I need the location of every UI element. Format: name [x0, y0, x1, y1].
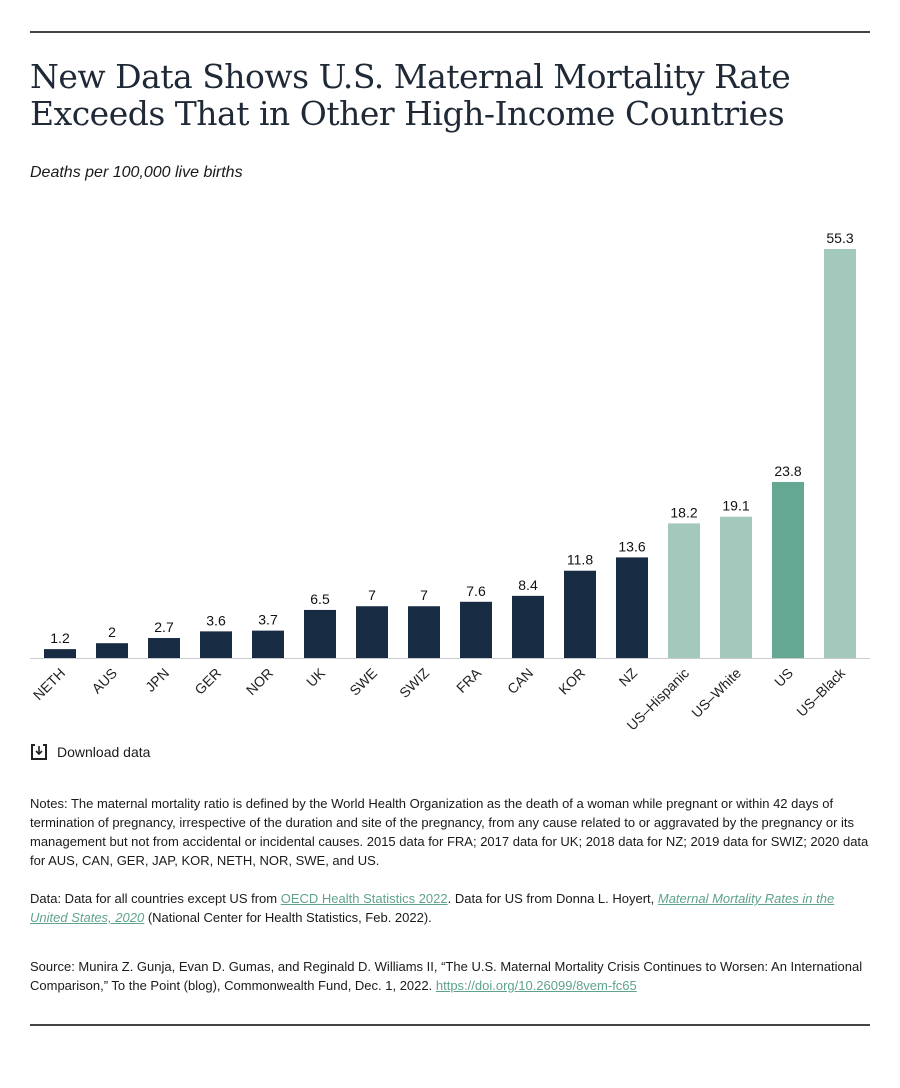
bar-chart: 1.2 NETH 2 AUS 2.7 JPN 3.6 GER 3.7 NOR 6.5 UK 7 SWE 7 S… — [30, 230, 870, 730]
x-tick-label: GER — [191, 665, 224, 698]
x-tick-label: US — [771, 665, 796, 690]
data-label: 19.1 — [722, 498, 749, 514]
download-label: Download data — [57, 744, 151, 760]
bar-SWIZ — [408, 606, 440, 658]
data-label: 8.4 — [518, 577, 538, 593]
bar-NOR — [252, 630, 284, 658]
data-label: 7.6 — [466, 583, 486, 599]
bar-UK — [304, 609, 336, 658]
bar-GER — [200, 631, 232, 658]
hoyert-link[interactable]: Maternal Mortality Rates in the United S… — [30, 891, 835, 925]
data-label: 2.7 — [154, 619, 174, 635]
oecd-link[interactable]: OECD Health Statistics 2022 — [280, 891, 448, 906]
bar-FRA — [460, 601, 492, 658]
bottom-rule — [30, 1024, 870, 1026]
x-tick-label: CAN — [504, 665, 536, 697]
data-label: 7 — [368, 587, 376, 603]
x-tick-label: SWE — [346, 665, 380, 699]
data-mid: . Data for US from Donna L. Hoyert, — [447, 891, 658, 906]
bar-JPN — [148, 638, 180, 658]
x-tick-label: NZ — [616, 664, 641, 689]
x-tick-label: JPN — [142, 665, 172, 695]
data-label: 3.6 — [206, 612, 226, 628]
chart-title: New Data Shows U.S. Maternal Mortality R… — [30, 57, 791, 133]
source-note: Source: Munira Z. Gunja, Evan D. Gumas, … — [30, 957, 875, 995]
bar-US–Hispanic — [668, 523, 700, 658]
data-label: 7 — [420, 587, 428, 603]
x-tick-label: SWIZ — [396, 664, 432, 700]
x-tick-label: US–Black — [793, 664, 848, 719]
bar-KOR — [564, 570, 596, 658]
bar-US–Black — [824, 249, 856, 658]
bar-US — [772, 481, 804, 658]
bar-US–White — [720, 516, 752, 658]
bar-AUS — [96, 643, 128, 658]
data-label: 1.2 — [50, 630, 70, 646]
doi-link[interactable]: https://doi.org/10.26099/8vem-fc65 — [435, 978, 637, 993]
data-note: Data: Data for all countries except US f… — [30, 889, 875, 927]
data-label: 18.2 — [670, 504, 697, 520]
x-tick-label: NETH — [30, 665, 68, 703]
bar-NZ — [616, 557, 648, 658]
source-text: Source: Munira Z. Gunja, Evan D. Gumas, … — [30, 959, 863, 993]
download-icon — [31, 744, 47, 760]
bar-SWE — [356, 606, 388, 658]
x-tick-label: FRA — [453, 664, 485, 696]
x-tick-label: KOR — [555, 665, 588, 698]
x-tick-label: US–White — [688, 665, 744, 721]
data-prefix: Data: Data for all countries except US f… — [30, 891, 281, 906]
x-tick-label: NOR — [243, 665, 276, 698]
x-tick-label: UK — [303, 664, 329, 690]
data-label: 3.7 — [258, 612, 278, 628]
download-data-button[interactable]: Download data — [30, 743, 150, 761]
x-tick-label: AUS — [88, 665, 120, 697]
bar-NETH — [44, 649, 76, 658]
notes-text: Notes: The maternal mortality ratio is d… — [30, 796, 869, 868]
data-label: 11.8 — [567, 552, 593, 568]
top-rule — [30, 31, 870, 33]
data-label: 23.8 — [774, 463, 801, 479]
data-label: 2 — [108, 624, 116, 640]
data-label: 55.3 — [826, 230, 853, 246]
chart-subtitle: Deaths per 100,000 live births — [30, 164, 243, 181]
bar-CAN — [512, 595, 544, 658]
data-label: 13.6 — [618, 538, 645, 554]
data-suffix: (National Center for Health Statistics, … — [144, 910, 432, 925]
data-label: 6.5 — [310, 591, 330, 607]
